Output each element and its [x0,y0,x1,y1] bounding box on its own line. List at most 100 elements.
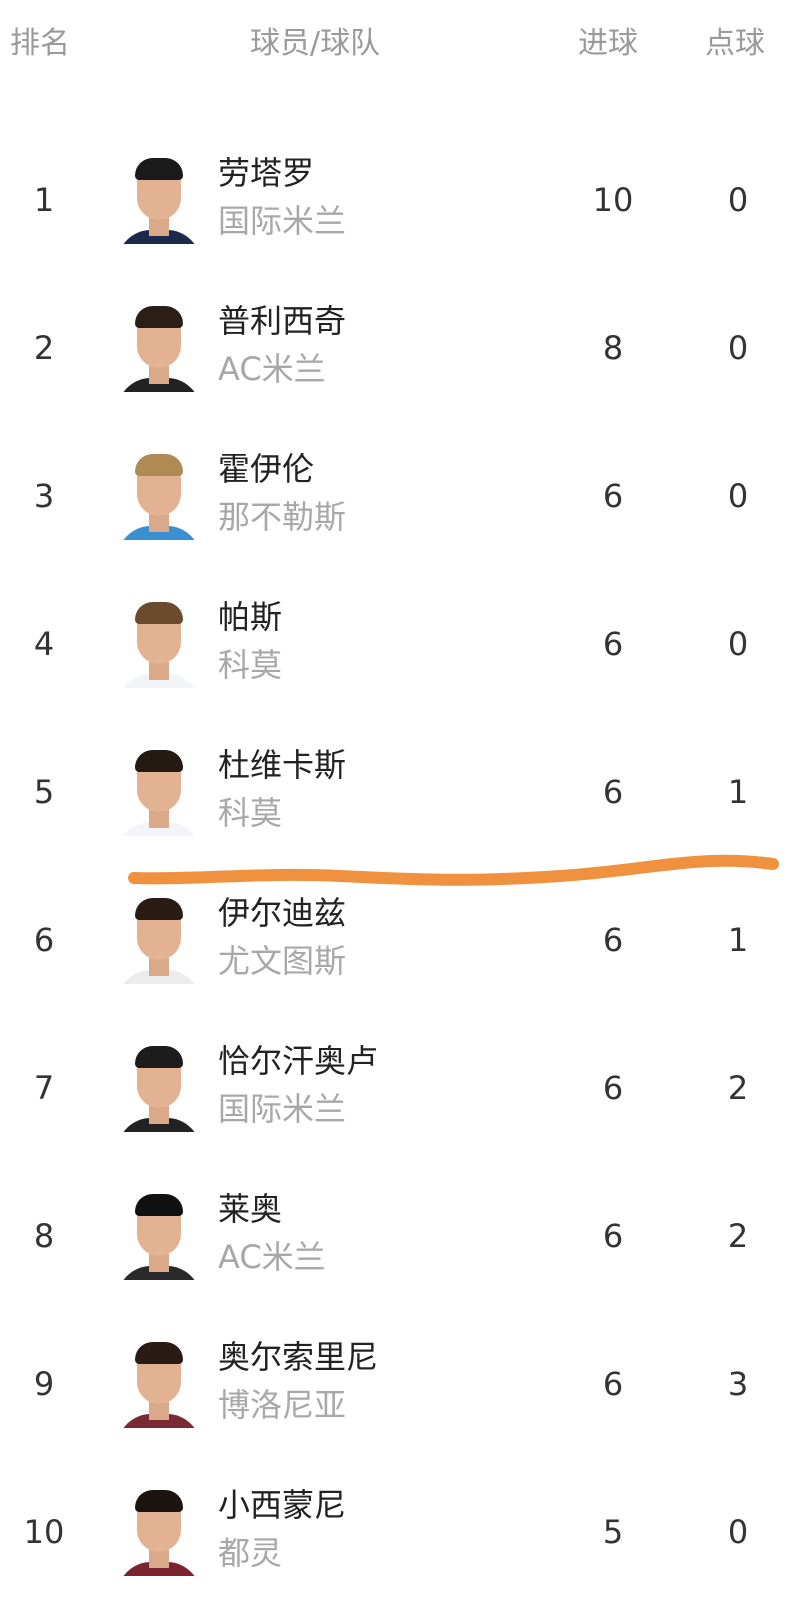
player-avatar[interactable] [115,600,203,688]
player-avatar[interactable] [115,1192,203,1280]
annotation-stroke [128,854,779,886]
goals-count: 6 [602,921,624,959]
neck-shape [149,512,169,532]
team-name[interactable]: 国际米兰 [218,202,347,240]
rank-number: 3 [33,477,55,515]
jersey-shape [117,822,201,836]
team-name[interactable]: 科莫 [218,794,283,832]
hair-shape [135,898,183,920]
jersey-shape [117,1562,201,1576]
team-name[interactable]: 科莫 [218,646,283,684]
rank-number: 8 [33,1217,55,1255]
neck-shape [149,364,169,384]
player-avatar[interactable] [115,452,203,540]
penalties-count: 1 [727,921,749,959]
hand-drawn-orange-underline [128,854,779,886]
table-row[interactable]: 4 帕斯 科莫 6 0 [0,570,811,718]
player-avatar[interactable] [115,896,203,984]
player-avatar[interactable] [115,304,203,392]
team-name[interactable]: 国际米兰 [218,1090,347,1128]
jersey-shape [117,1266,201,1280]
hair-shape [135,158,183,180]
team-name[interactable]: 那不勒斯 [218,498,347,536]
jersey-shape [117,970,201,984]
jersey-shape [117,230,201,244]
table-row[interactable]: 7 恰尔汗奥卢 国际米兰 6 2 [0,1014,811,1162]
hair-shape [135,1342,183,1364]
player-name[interactable]: 劳塔罗 [218,154,315,192]
rank-number: 9 [33,1365,55,1403]
team-name[interactable]: 博洛尼亚 [218,1386,347,1424]
team-name[interactable]: 都灵 [218,1534,283,1572]
neck-shape [149,1252,169,1272]
rank-number: 2 [33,329,55,367]
player-name[interactable]: 普利西奇 [218,302,347,340]
table-row[interactable]: 3 霍伊伦 那不勒斯 6 0 [0,422,811,570]
table-row[interactable]: 8 莱奥 AC米兰 6 2 [0,1162,811,1310]
rank-number: 4 [33,625,55,663]
neck-shape [149,808,169,828]
goals-count: 6 [602,625,624,663]
player-name[interactable]: 帕斯 [218,598,283,636]
goals-count: 6 [602,773,624,811]
hair-shape [135,454,183,476]
header-player-team: 球员/球队 [250,26,381,61]
team-name[interactable]: 尤文图斯 [218,942,347,980]
player-name[interactable]: 伊尔迪兹 [218,894,347,932]
penalties-count: 0 [727,329,749,367]
table-row[interactable]: 10 小西蒙尼 都灵 5 0 [0,1458,811,1606]
player-avatar[interactable] [115,748,203,836]
penalties-count: 2 [727,1217,749,1255]
player-name[interactable]: 莱奥 [218,1190,283,1228]
goals-count: 6 [602,477,624,515]
rank-number: 10 [23,1513,65,1551]
penalties-count: 0 [727,625,749,663]
rank-number: 6 [33,921,55,959]
player-avatar[interactable] [115,156,203,244]
penalties-count: 1 [727,773,749,811]
player-name[interactable]: 恰尔汗奥卢 [218,1042,379,1080]
hair-shape [135,750,183,772]
player-name[interactable]: 奥尔索里尼 [218,1338,379,1376]
table-row[interactable]: 5 杜维卡斯 科莫 6 1 [0,718,811,866]
jersey-shape [117,378,201,392]
hair-shape [135,602,183,624]
player-name[interactable]: 霍伊伦 [218,450,315,488]
player-name[interactable]: 杜维卡斯 [218,746,347,784]
neck-shape [149,216,169,236]
penalties-count: 0 [727,181,749,219]
player-name[interactable]: 小西蒙尼 [218,1486,347,1524]
table-row[interactable]: 9 奥尔索里尼 博洛尼亚 6 3 [0,1310,811,1458]
team-name[interactable]: AC米兰 [218,1238,326,1276]
hair-shape [135,1194,183,1216]
player-avatar[interactable] [115,1044,203,1132]
penalties-count: 2 [727,1069,749,1107]
hair-shape [135,1490,183,1512]
goals-count: 6 [602,1069,624,1107]
goals-count: 5 [602,1513,624,1551]
player-avatar[interactable] [115,1488,203,1576]
jersey-shape [117,1118,201,1132]
table-row[interactable]: 6 伊尔迪兹 尤文图斯 6 1 [0,866,811,1014]
hair-shape [135,1046,183,1068]
player-avatar[interactable] [115,1340,203,1428]
table-row[interactable]: 1 劳塔罗 国际米兰 10 0 [0,126,811,274]
rank-number: 1 [33,181,55,219]
header-penalties: 点球 [705,26,765,61]
jersey-shape [117,674,201,688]
neck-shape [149,1400,169,1420]
header-goals: 进球 [578,26,638,61]
neck-shape [149,660,169,680]
neck-shape [149,1548,169,1568]
rank-number: 7 [33,1069,55,1107]
team-name[interactable]: AC米兰 [218,350,326,388]
neck-shape [149,1104,169,1124]
goals-count: 6 [602,1365,624,1403]
penalties-count: 3 [727,1365,749,1403]
table-row[interactable]: 2 普利西奇 AC米兰 8 0 [0,274,811,422]
goals-count: 10 [592,181,634,219]
goals-count: 8 [602,329,624,367]
penalties-count: 0 [727,477,749,515]
penalties-count: 0 [727,1513,749,1551]
jersey-shape [117,1414,201,1428]
